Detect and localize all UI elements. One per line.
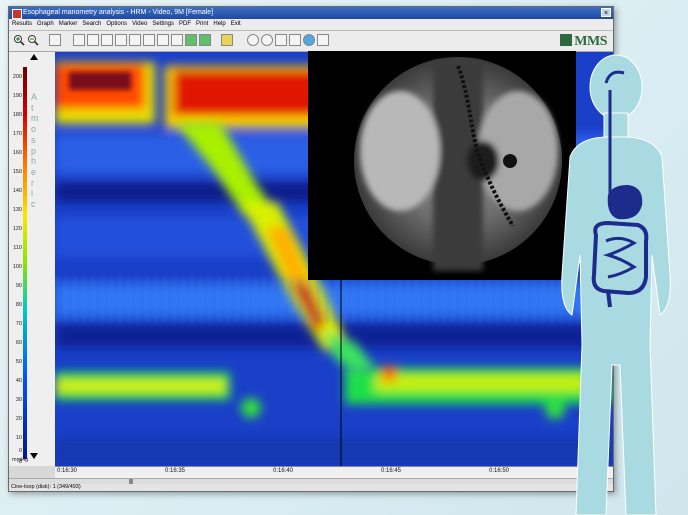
zoom-out-icon[interactable] bbox=[27, 34, 39, 46]
y-tick: 60 bbox=[15, 340, 22, 346]
menu-help[interactable]: Help bbox=[213, 21, 226, 27]
y-tick: 150 bbox=[12, 169, 22, 175]
menu-options[interactable]: Options bbox=[106, 21, 128, 27]
view-2-icon[interactable] bbox=[87, 34, 99, 46]
y-tick-labels: 200 190 180 170 160 150 140 130 120 110 … bbox=[9, 52, 23, 466]
y-tick: 200 bbox=[12, 74, 22, 80]
y-tick: 100 bbox=[12, 264, 22, 270]
x-tick: 0:16:50 bbox=[489, 468, 510, 474]
green-view-2-icon[interactable] bbox=[199, 34, 211, 46]
x-tick: 0:16:30 bbox=[57, 468, 78, 474]
comment-2-icon[interactable] bbox=[261, 34, 273, 46]
globe-icon[interactable] bbox=[303, 34, 315, 46]
view-1-icon[interactable] bbox=[73, 34, 85, 46]
y-tick: 90 bbox=[15, 283, 22, 289]
tool-1-icon[interactable] bbox=[275, 34, 287, 46]
menu-graph[interactable]: Graph bbox=[37, 21, 54, 27]
window-title: Esophageal manometry analysis - HRM - Vi… bbox=[23, 9, 214, 16]
y-tick: 170 bbox=[12, 131, 22, 137]
view-3-icon[interactable] bbox=[101, 34, 113, 46]
menu-settings[interactable]: Settings bbox=[152, 21, 175, 27]
scroll-down-icon[interactable] bbox=[30, 452, 38, 460]
comment-1-icon[interactable] bbox=[247, 34, 259, 46]
tool-2-icon[interactable] bbox=[289, 34, 301, 46]
fluoroscopy-video bbox=[308, 51, 576, 280]
view-5-icon[interactable] bbox=[129, 34, 141, 46]
y-tick: 120 bbox=[12, 226, 22, 232]
time-axis: 0:16:30 0:16:35 0:16:40 0:16:45 0:16:50 bbox=[55, 466, 613, 479]
zoom-in-icon[interactable] bbox=[13, 34, 25, 46]
scrollbar-thumb[interactable] bbox=[129, 479, 133, 485]
marker-icon[interactable] bbox=[221, 34, 233, 46]
menu-exit[interactable]: Exit bbox=[230, 21, 241, 27]
unit-label: mmHg bbox=[12, 457, 29, 463]
x-tick: 0:16:35 bbox=[165, 468, 186, 474]
manometry-window: Esophageal manometry analysis - HRM - Vi… bbox=[8, 6, 614, 492]
close-button[interactable]: × bbox=[601, 8, 611, 17]
menu-pdf[interactable]: PDF bbox=[179, 21, 192, 27]
y-tick: 80 bbox=[15, 302, 22, 308]
y-tick: 190 bbox=[12, 93, 22, 99]
y-tick: 30 bbox=[15, 397, 22, 403]
title-bar: Esophageal manometry analysis - HRM - Vi… bbox=[9, 7, 613, 19]
view-6-icon[interactable] bbox=[143, 34, 155, 46]
menu-bar: Results Graph Marker Search Options Vide… bbox=[9, 19, 613, 31]
mms-logo: MMS bbox=[560, 34, 607, 50]
menu-results[interactable]: Results bbox=[12, 21, 33, 27]
x-tick: 0:16:45 bbox=[381, 468, 402, 474]
menu-video[interactable]: Video bbox=[132, 21, 148, 27]
toolbar: MMS bbox=[9, 31, 613, 52]
digestive-system-body-icon bbox=[561, 54, 671, 515]
y-tick: -8 bbox=[17, 459, 22, 465]
edit-icon[interactable] bbox=[49, 34, 61, 46]
y-tick: 160 bbox=[12, 150, 22, 156]
y-tick: 110 bbox=[13, 245, 22, 251]
horizontal-scrollbar[interactable] bbox=[9, 478, 613, 485]
y-tick: 50 bbox=[15, 359, 22, 365]
status-bar: Cine-loop (disk): 1 (349/493) bbox=[9, 484, 613, 491]
y-tick: 0 bbox=[18, 448, 22, 454]
y-tick: 20 bbox=[15, 416, 22, 422]
y-tick: 140 bbox=[12, 188, 22, 194]
pressure-scale: 200 190 180 170 160 150 140 130 120 110 … bbox=[9, 52, 56, 466]
y-tick: 180 bbox=[12, 112, 22, 118]
view-8-icon[interactable] bbox=[171, 34, 183, 46]
green-view-1-icon[interactable] bbox=[185, 34, 197, 46]
y-tick: 130 bbox=[12, 207, 22, 213]
y-tick: 70 bbox=[15, 321, 22, 327]
menu-search[interactable]: Search bbox=[82, 21, 102, 27]
view-4-icon[interactable] bbox=[115, 34, 127, 46]
scroll-up-icon[interactable] bbox=[30, 54, 38, 62]
export-icon[interactable] bbox=[317, 34, 329, 46]
app-icon bbox=[12, 9, 22, 19]
y-tick: 10 bbox=[15, 435, 22, 441]
y-tick: 40 bbox=[15, 378, 22, 384]
view-7-icon[interactable] bbox=[157, 34, 169, 46]
x-tick: 0:16:40 bbox=[273, 468, 294, 474]
pressure-color-bar bbox=[23, 67, 27, 459]
menu-print[interactable]: Print bbox=[196, 21, 209, 27]
menu-marker[interactable]: Marker bbox=[58, 21, 78, 27]
status-text: Cine-loop (disk): 1 (349/493) bbox=[11, 484, 81, 490]
